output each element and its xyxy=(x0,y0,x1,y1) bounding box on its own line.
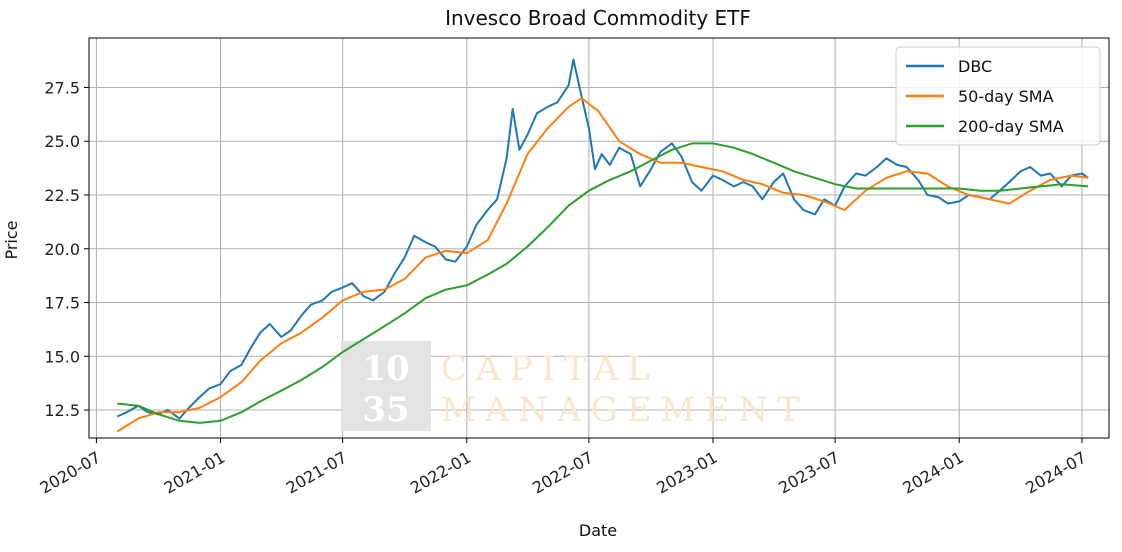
watermark-logo: 10 35 CAPITAL MANAGEMENT xyxy=(341,341,809,431)
y-tick-label: 15.0 xyxy=(44,347,80,366)
watermark-line2: MANAGEMENT xyxy=(441,390,809,430)
series-line-dbc xyxy=(116,58,1089,420)
x-axis-label: Date xyxy=(579,521,617,540)
y-tick-label: 25.0 xyxy=(44,132,80,151)
x-tick-label: 2023-07 xyxy=(775,448,842,498)
watermark-number-top: 10 xyxy=(362,349,409,389)
x-tick-label: 2021-07 xyxy=(283,448,350,498)
watermark-line1: CAPITAL xyxy=(441,349,659,389)
watermark-number-bottom: 35 xyxy=(362,390,409,430)
series-line-sma-50 xyxy=(116,97,1089,433)
y-tick-label: 27.5 xyxy=(44,78,80,97)
x-tick-label: 2024-01 xyxy=(899,448,966,498)
legend-label: 50-day SMA xyxy=(958,87,1054,106)
watermark-box xyxy=(341,341,431,431)
legend-label: DBC xyxy=(958,57,992,76)
y-tick-label: 20.0 xyxy=(44,240,80,259)
x-tick-label: 2021-01 xyxy=(161,448,228,498)
y-tick-label: 12.5 xyxy=(44,401,80,420)
series-lines xyxy=(116,58,1089,433)
y-axis-label: Price xyxy=(2,220,21,259)
x-axis: 2020-07 2021-01 2021-07 2022-01 2022-07 2023-… xyxy=(37,438,1090,498)
plot-frame xyxy=(88,37,1110,439)
chart-title: Invesco Broad Commodity ETF xyxy=(445,6,751,30)
legend-box xyxy=(895,46,1101,146)
x-tick-label: 2022-07 xyxy=(529,448,596,498)
x-tick-label: 2020-07 xyxy=(37,448,104,498)
legend: DBC 50-day SMA 200-day SMA xyxy=(895,46,1101,146)
y-tick-label: 22.5 xyxy=(44,186,80,205)
y-tick-label: 17.5 xyxy=(44,294,80,313)
x-tick-label: 2022-01 xyxy=(407,448,474,498)
x-tick-label: 2024-07 xyxy=(1022,448,1089,498)
series-line-sma-200 xyxy=(117,142,1089,424)
y-axis: 12.5 15.0 17.5 20.0 22.5 25.0 27.5 xyxy=(44,78,89,420)
x-tick-label: 2023-01 xyxy=(653,448,720,498)
legend-label: 200-day SMA xyxy=(958,117,1064,136)
